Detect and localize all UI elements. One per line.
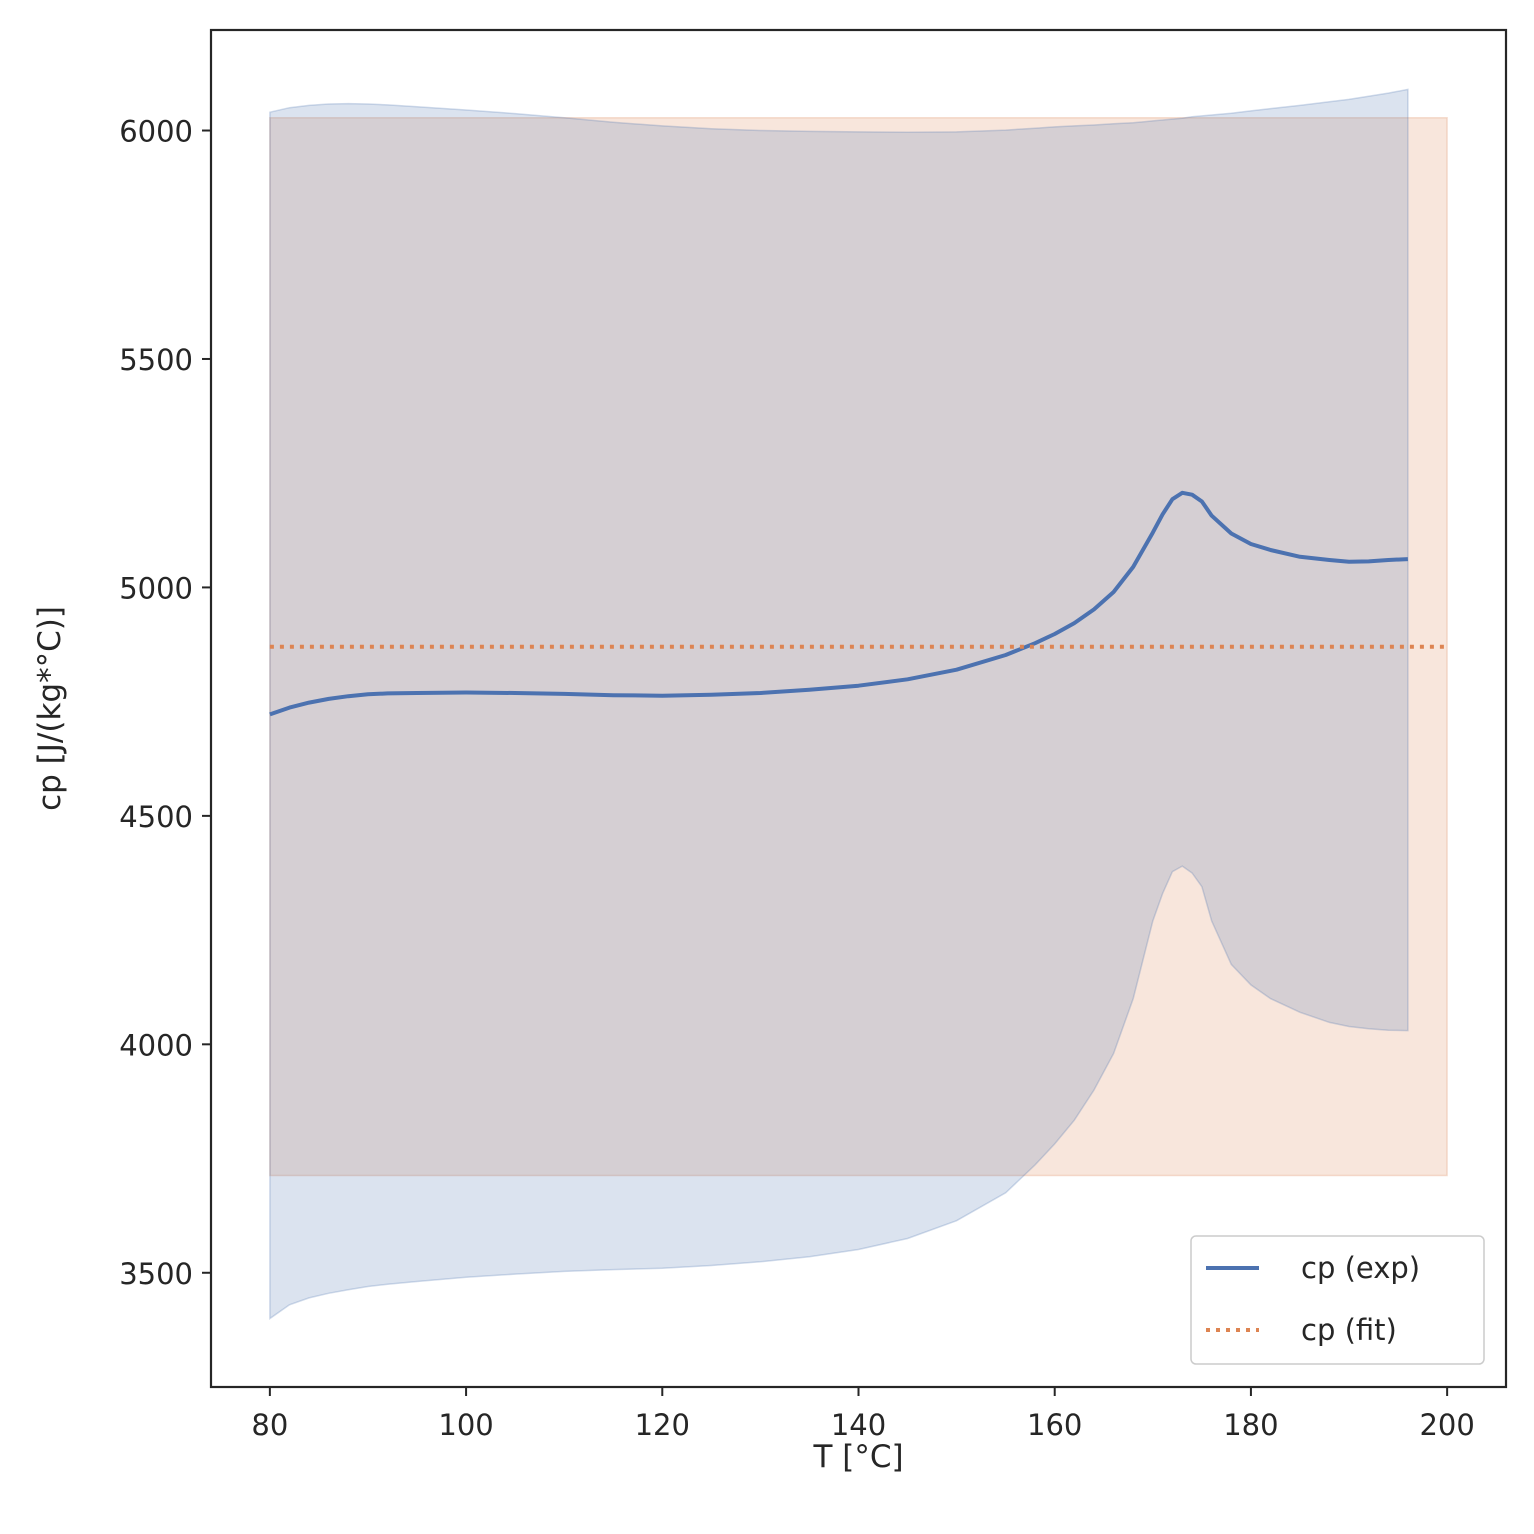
y-tick-label: 5500: [119, 343, 193, 377]
x-axis-ticks: 80 100 120 140 160 180 200: [251, 1387, 1475, 1442]
x-tick-label: 180: [1223, 1408, 1278, 1442]
legend-label-fit: cp (fit): [1301, 1313, 1397, 1347]
x-tick-label: 160: [1027, 1408, 1082, 1442]
y-tick-label: 4000: [119, 1028, 193, 1062]
y-axis-ticks: 3500 4000 4500 5000 5500 6000: [119, 115, 211, 1291]
legend: cp (exp) cp (fit): [1190, 1235, 1485, 1365]
y-tick-label: 6000: [119, 115, 193, 149]
series-lines: [269, 490, 1448, 717]
band-exp: [269, 88, 1409, 1320]
legend-label-exp: cp (exp): [1301, 1251, 1420, 1285]
x-axis-label: T [°C]: [812, 1439, 903, 1475]
legend-box: [1190, 1235, 1485, 1365]
y-tick-label: 4500: [119, 800, 193, 834]
band-fit: [269, 116, 1448, 1177]
y-tick-label: 5000: [119, 571, 193, 605]
y-axis-label: cp [J/(kg*°C)]: [32, 606, 68, 811]
x-tick-label: 120: [635, 1408, 690, 1442]
y-tick-label: 3500: [119, 1257, 193, 1291]
x-tick-label: 200: [1419, 1408, 1474, 1442]
line-exp: [269, 490, 1408, 717]
x-tick-label: 140: [831, 1408, 886, 1442]
x-tick-label: 80: [251, 1408, 288, 1442]
x-tick-label: 100: [438, 1408, 493, 1442]
confidence-bands: [269, 88, 1448, 1320]
